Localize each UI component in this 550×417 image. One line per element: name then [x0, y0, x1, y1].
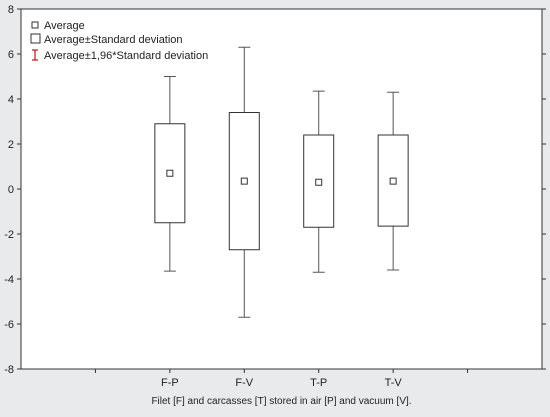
y-tick-label: 6: [8, 49, 14, 61]
legend-box-marker: [30, 33, 41, 44]
y-tick-label: 2: [8, 139, 14, 151]
y-tick-label: -4: [4, 274, 14, 286]
legend-mean-marker: [31, 21, 39, 29]
y-tick-label: -2: [4, 229, 14, 241]
plot-area: [20, 8, 543, 370]
x-axis: F-P F-V T-P T-V: [94, 369, 469, 389]
x-axis-label: Filet [F] and carcasses [T] stored in ai…: [151, 396, 411, 407]
sd-box: [228, 112, 260, 251]
y-axis: -8 -6 -4 -2 0 2 4 6 8: [4, 4, 546, 376]
sd-box: [377, 134, 409, 227]
x-tick-label: F-P: [161, 377, 179, 389]
sd-box: [154, 123, 186, 224]
y-tick-label: -6: [4, 319, 14, 331]
legend-entry-label: Average±1,96*Standard deviation: [44, 50, 208, 62]
y-tick-label: -8: [4, 364, 14, 376]
mean-marker: [240, 177, 248, 185]
x-tick-label: T-P: [310, 377, 327, 389]
legend-entry-label: Average: [44, 20, 85, 32]
legend-entry-label: Average±Standard deviation: [44, 34, 183, 46]
y-tick-label: 0: [8, 184, 14, 196]
sd-box: [303, 134, 335, 228]
box-series: [154, 46, 409, 318]
mean-marker: [315, 178, 323, 186]
x-tick-label: F-V: [235, 377, 253, 389]
x-tick-label: T-V: [385, 377, 403, 389]
y-tick-label: 4: [8, 94, 14, 106]
mean-marker: [166, 169, 174, 177]
legend: Average Average±Standard deviation Average…: [30, 20, 208, 62]
mean-marker: [389, 177, 397, 185]
y-tick-label: 8: [8, 4, 14, 16]
